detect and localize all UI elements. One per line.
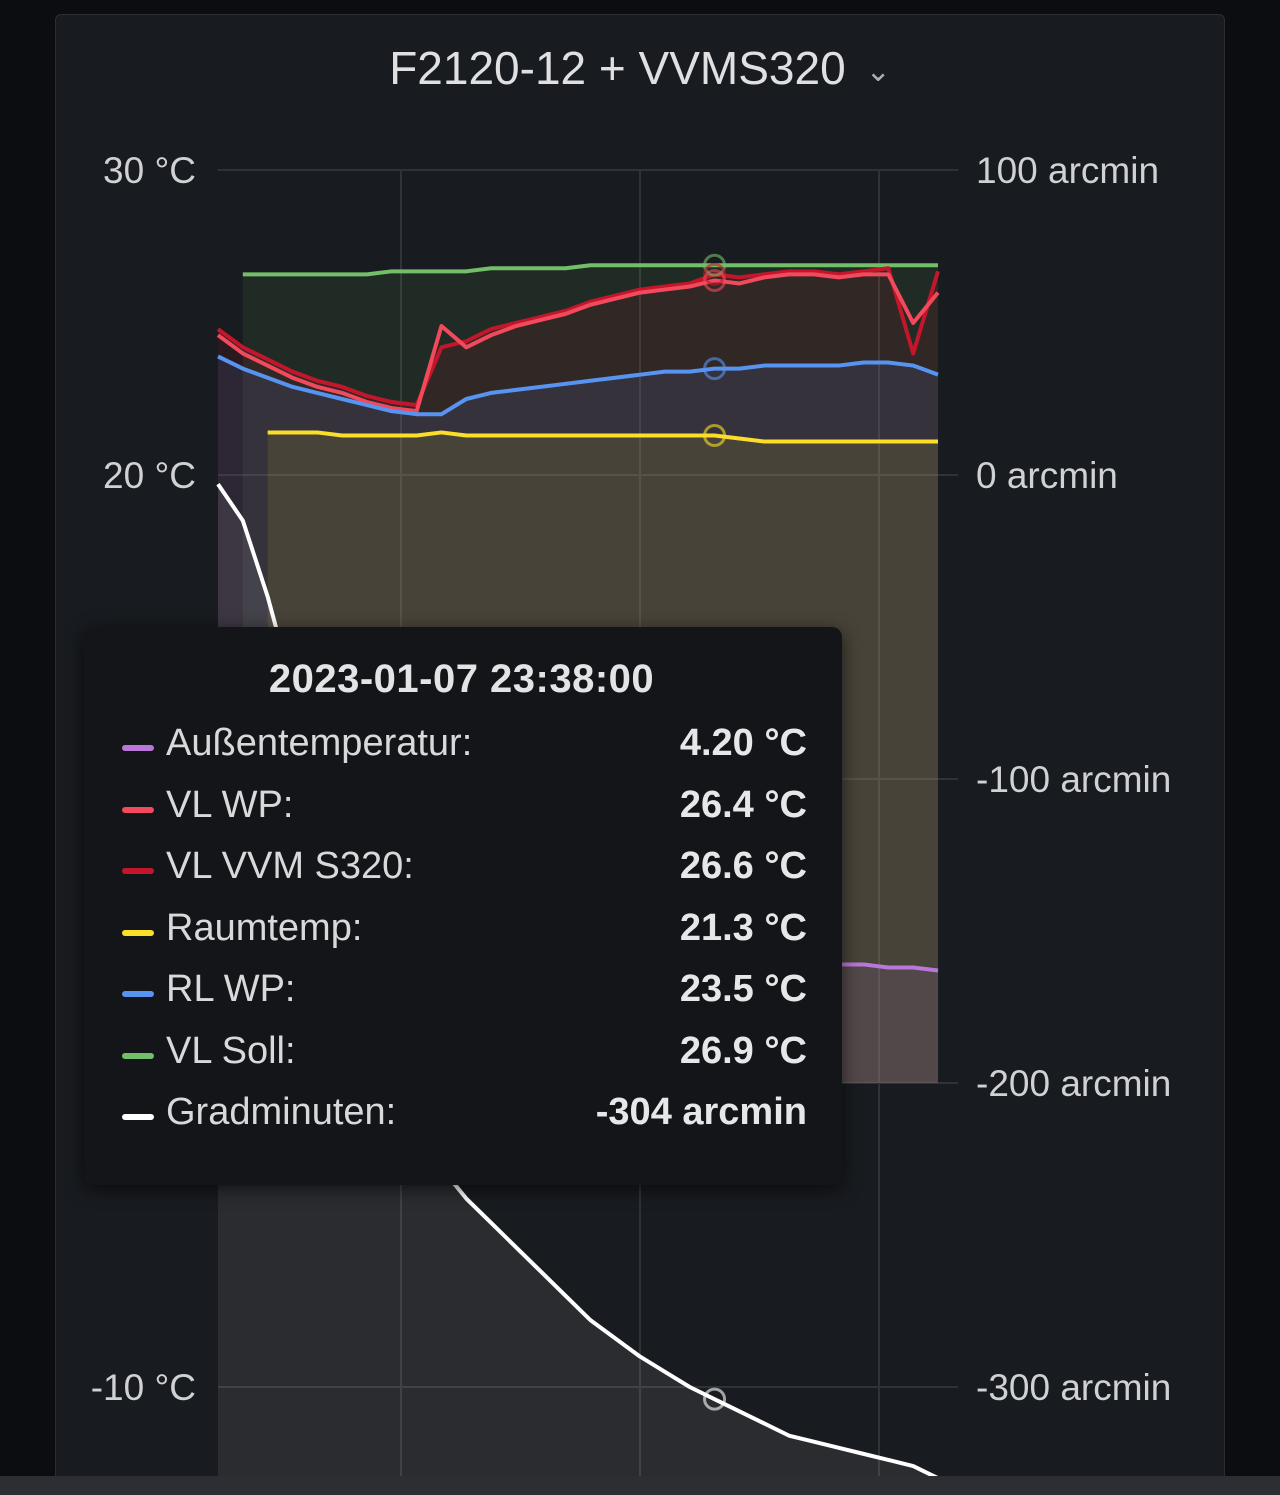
y-left-tick-label: 30 °C bbox=[103, 150, 196, 191]
bottom-scroll-bar bbox=[0, 1476, 1280, 1495]
series-color-swatch bbox=[122, 929, 154, 936]
series-color-swatch bbox=[122, 806, 154, 813]
series-line bbox=[242, 263, 938, 277]
tooltip-row: Außentemperatur: 4.20 °C bbox=[84, 720, 842, 781]
chevron-down-icon[interactable]: ⌄ bbox=[865, 55, 891, 89]
tooltip-series-value: 26.9 °C bbox=[679, 1029, 807, 1072]
series-line bbox=[216, 272, 940, 414]
tooltip-series-value: 26.6 °C bbox=[679, 845, 807, 887]
hover-point-marker bbox=[703, 1387, 727, 1411]
hover-tooltip: 2023-01-07 23:38:00 Außentemperatur: 4.20… bbox=[84, 627, 842, 1185]
tooltip-series-label: VL WP: bbox=[166, 783, 294, 826]
series-area-fill bbox=[218, 484, 938, 1479]
tooltip-series-label: Außentemperatur: bbox=[166, 722, 473, 764]
hover-point-marker bbox=[703, 423, 727, 447]
tooltip-timestamp: 2023-01-07 23:38:00 bbox=[268, 657, 655, 701]
panel-header[interactable]: F2120-12 + VVMS320 ⌄ bbox=[56, 41, 1224, 95]
tooltip-row: RL WP: 23.5 °C bbox=[84, 966, 842, 1027]
tooltip-series-label: RL WP: bbox=[166, 968, 296, 1010]
hover-point-marker bbox=[703, 357, 727, 381]
tooltip-series-value: 26.4 °C bbox=[679, 783, 807, 826]
series-color-swatch bbox=[122, 991, 154, 997]
tooltip-series-value: 23.5 °C bbox=[679, 968, 807, 1010]
tooltip-row: Raumtemp: 21.3 °C bbox=[84, 905, 842, 966]
tooltip-series-label: VL VVM S320: bbox=[166, 845, 414, 887]
y-right-tick-label: -200 arcmin bbox=[976, 1063, 1171, 1104]
panel-title[interactable]: F2120-12 + VVMS320 bbox=[389, 42, 846, 94]
tooltip-series-label: Raumtemp: bbox=[166, 906, 363, 949]
tooltip-series-label: Gradminuten: bbox=[166, 1091, 397, 1133]
series-color-swatch bbox=[122, 745, 154, 751]
series-color-swatch bbox=[122, 868, 154, 874]
tooltip-row: VL Soll: 26.9 °C bbox=[84, 1028, 842, 1089]
tooltip-series-value: 21.3 °C bbox=[679, 906, 807, 949]
tooltip-row: VL WP: 26.4 °C bbox=[84, 782, 842, 843]
y-left-tick-label: 20 °C bbox=[103, 455, 196, 496]
hover-point-marker bbox=[703, 268, 727, 292]
y-right-tick-label: 0 arcmin bbox=[976, 455, 1118, 496]
hover-point-marker bbox=[703, 262, 727, 286]
y-right-tick-label: -300 arcmin bbox=[976, 1367, 1171, 1408]
series-line bbox=[217, 354, 939, 417]
tooltip-row: VL VVM S320: 26.6 °C bbox=[84, 843, 842, 904]
tooltip-row: Gradminuten: -304 arcmin bbox=[84, 1089, 842, 1150]
y-right-tick-label: -100 arcmin bbox=[976, 759, 1171, 800]
tooltip-series-value: 4.20 °C bbox=[679, 722, 807, 764]
y-right-tick-label: 100 arcmin bbox=[976, 150, 1159, 191]
series-line bbox=[267, 430, 938, 444]
tooltip-series-label: VL Soll: bbox=[166, 1029, 296, 1072]
series-color-swatch bbox=[122, 1052, 154, 1059]
series-color-swatch bbox=[122, 1114, 154, 1120]
y-left-tick-label: -10 °C bbox=[91, 1367, 196, 1408]
tooltip-series-value: -304 arcmin bbox=[595, 1091, 807, 1133]
hover-point-marker bbox=[703, 253, 727, 277]
series-line bbox=[216, 266, 940, 408]
